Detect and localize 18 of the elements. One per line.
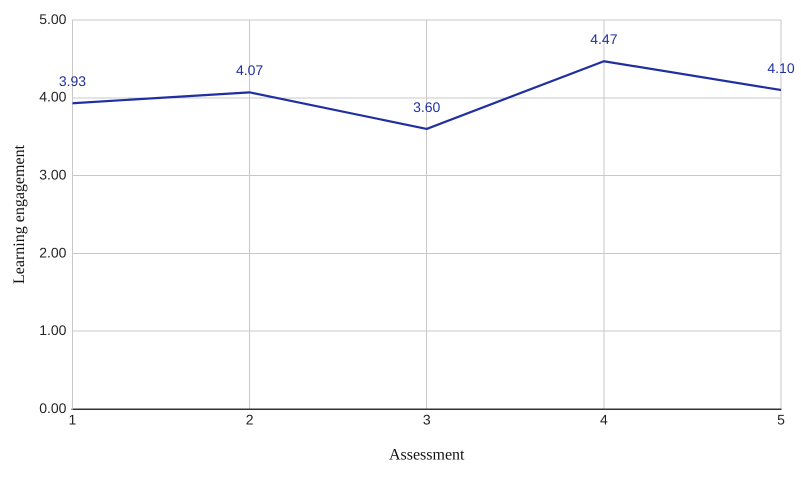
- data-label: 3.93: [58, 73, 86, 90]
- x-axis-title: Assessment: [388, 446, 466, 464]
- x-tick-label: 5: [777, 411, 786, 428]
- y-tick-label: 3.00: [39, 166, 67, 182]
- data-label: 3.60: [413, 98, 441, 115]
- y-tick-label: 5.00: [39, 10, 67, 27]
- y-axis-title: Learning engagement: [10, 144, 28, 284]
- x-tick-label: 1: [68, 411, 77, 428]
- x-tick-label: 2: [246, 411, 254, 428]
- y-tick-label: 2.00: [39, 244, 67, 260]
- y-tick-label: 0.00: [39, 400, 67, 416]
- y-tick-label: 4.00: [39, 88, 67, 105]
- data-label: 4.10: [767, 60, 795, 76]
- data-label: 4.47: [590, 31, 618, 48]
- data-label: 4.07: [236, 62, 264, 78]
- y-tick-label: 1.00: [39, 322, 67, 338]
- x-tick-label: 3: [422, 411, 431, 428]
- x-tick-label: 4: [600, 411, 608, 428]
